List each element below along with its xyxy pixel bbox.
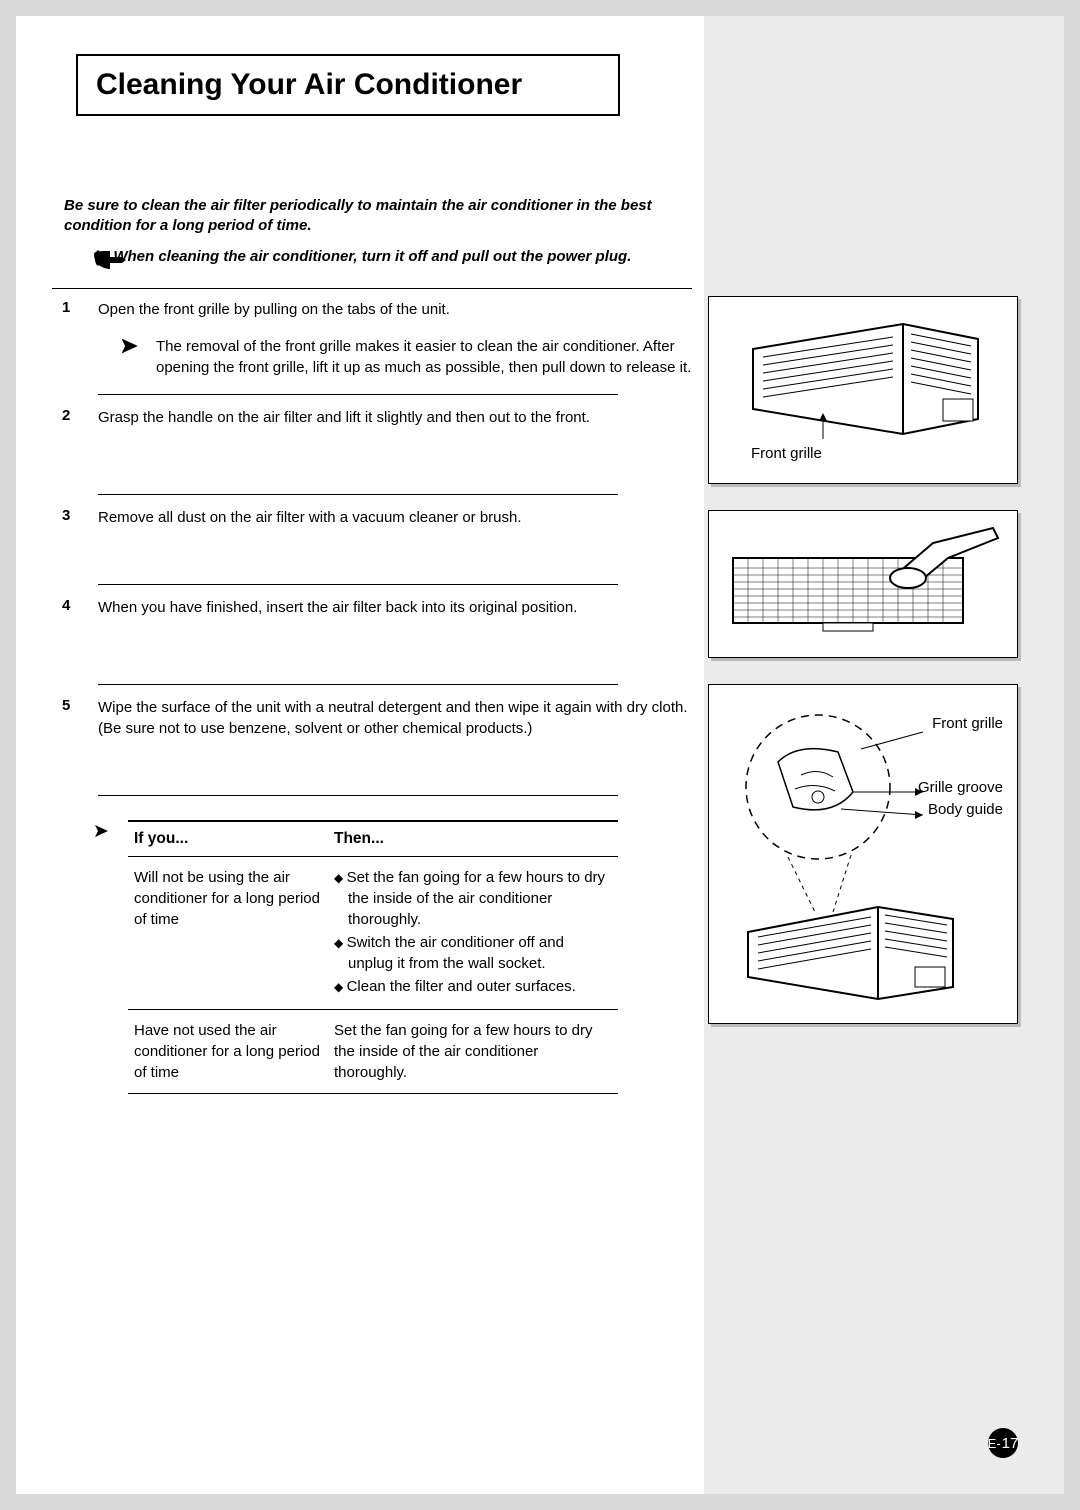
warning-text: When cleaning the air conditioner, turn … <box>113 247 631 267</box>
tips-table: If you... Then... Will not be using the … <box>128 820 618 1094</box>
page-number: 17 <box>1002 1435 1019 1452</box>
content-area: Be sure to clean the air filter periodic… <box>52 196 692 1104</box>
step-text: Remove all dust on the air filter with a… <box>98 507 692 528</box>
step-text: Wipe the surface of the unit with a neut… <box>98 697 692 739</box>
figure-3: Front grille Grille groove Body guide <box>708 684 1018 1024</box>
rule <box>98 684 618 685</box>
table-head-then: Then... <box>334 830 612 848</box>
figure3-label-a: Front grille <box>932 713 1003 736</box>
step-number: 2 <box>62 407 82 428</box>
rule <box>128 1093 618 1094</box>
page-prefix: E- <box>988 1436 1001 1451</box>
step-text: Open the front grille by pulling on the … <box>98 301 450 318</box>
step-number: 4 <box>62 597 82 618</box>
figure3-label-b: Grille groove <box>918 777 1003 800</box>
rule <box>128 1009 618 1010</box>
ac-unit-illustration <box>733 309 993 439</box>
page-title: Cleaning Your Air Conditioner <box>96 68 600 102</box>
step-2: 2 Grasp the handle on the air filter and… <box>52 407 692 438</box>
table-cell: Set the fan going for a few hours to dry… <box>334 1020 612 1083</box>
filter-vacuum-illustration <box>723 523 1003 643</box>
figures-column: Front grille <box>708 296 1018 1050</box>
step-1: 1 Open the front grille by pulling on th… <box>52 299 692 388</box>
step-number: 1 <box>62 299 82 378</box>
page-number-badge: E-17 <box>988 1428 1018 1458</box>
rule <box>128 820 618 822</box>
rule <box>98 795 618 796</box>
table-cell: Will not be using the air conditioner fo… <box>134 867 334 999</box>
rule <box>128 856 618 857</box>
figure3-label-c: Body guide <box>928 799 1003 822</box>
figure-label: Front grille <box>751 445 1005 462</box>
rule <box>98 394 618 395</box>
figure-2 <box>708 510 1018 658</box>
table-cell: Have not used the air conditioner for a … <box>134 1020 334 1083</box>
step-sub: The removal of the front grille makes it… <box>98 336 692 378</box>
warning-row: ( When cleaning the air conditioner, tur… <box>52 247 692 276</box>
step-number: 5 <box>62 697 82 739</box>
table-header: If you... Then... <box>128 830 618 856</box>
list-item: Set the fan going for a few hours to dry… <box>334 867 612 930</box>
step-sub-text: The removal of the front grille makes it… <box>156 336 692 378</box>
step-4: 4 When you have finished, insert the air… <box>52 597 692 628</box>
step-number: 3 <box>62 507 82 528</box>
list-item: Clean the filter and outer surfaces. <box>334 976 612 997</box>
grille-closeup-illustration <box>723 697 1003 1007</box>
table-row: Have not used the air conditioner for a … <box>128 1020 618 1083</box>
title-box: Cleaning Your Air Conditioner <box>76 54 620 116</box>
step-3: 3 Remove all dust on the air filter with… <box>52 507 692 538</box>
step-text: Grasp the handle on the air filter and l… <box>98 407 692 428</box>
table-row: Will not be using the air conditioner fo… <box>128 867 618 999</box>
list-item: Switch the air conditioner off and unplu… <box>334 932 612 974</box>
arrow-icon <box>94 824 116 843</box>
step-5: 5 Wipe the surface of the unit with a ne… <box>52 697 692 749</box>
step-body: Open the front grille by pulling on the … <box>98 299 692 378</box>
figure-1: Front grille <box>708 296 1018 484</box>
table-cell: Set the fan going for a few hours to dry… <box>334 867 612 999</box>
paren-open: ( <box>94 249 99 267</box>
intro-text: Be sure to clean the air filter periodic… <box>52 196 692 237</box>
arrow-icon <box>122 338 144 378</box>
rule <box>98 584 618 585</box>
rule <box>98 494 618 495</box>
table-head-ifyou: If you... <box>134 830 334 848</box>
page: Cleaning Your Air Conditioner Be sure to… <box>16 16 1064 1494</box>
step-text: When you have finished, insert the air f… <box>98 597 692 618</box>
rule-top <box>52 288 692 289</box>
